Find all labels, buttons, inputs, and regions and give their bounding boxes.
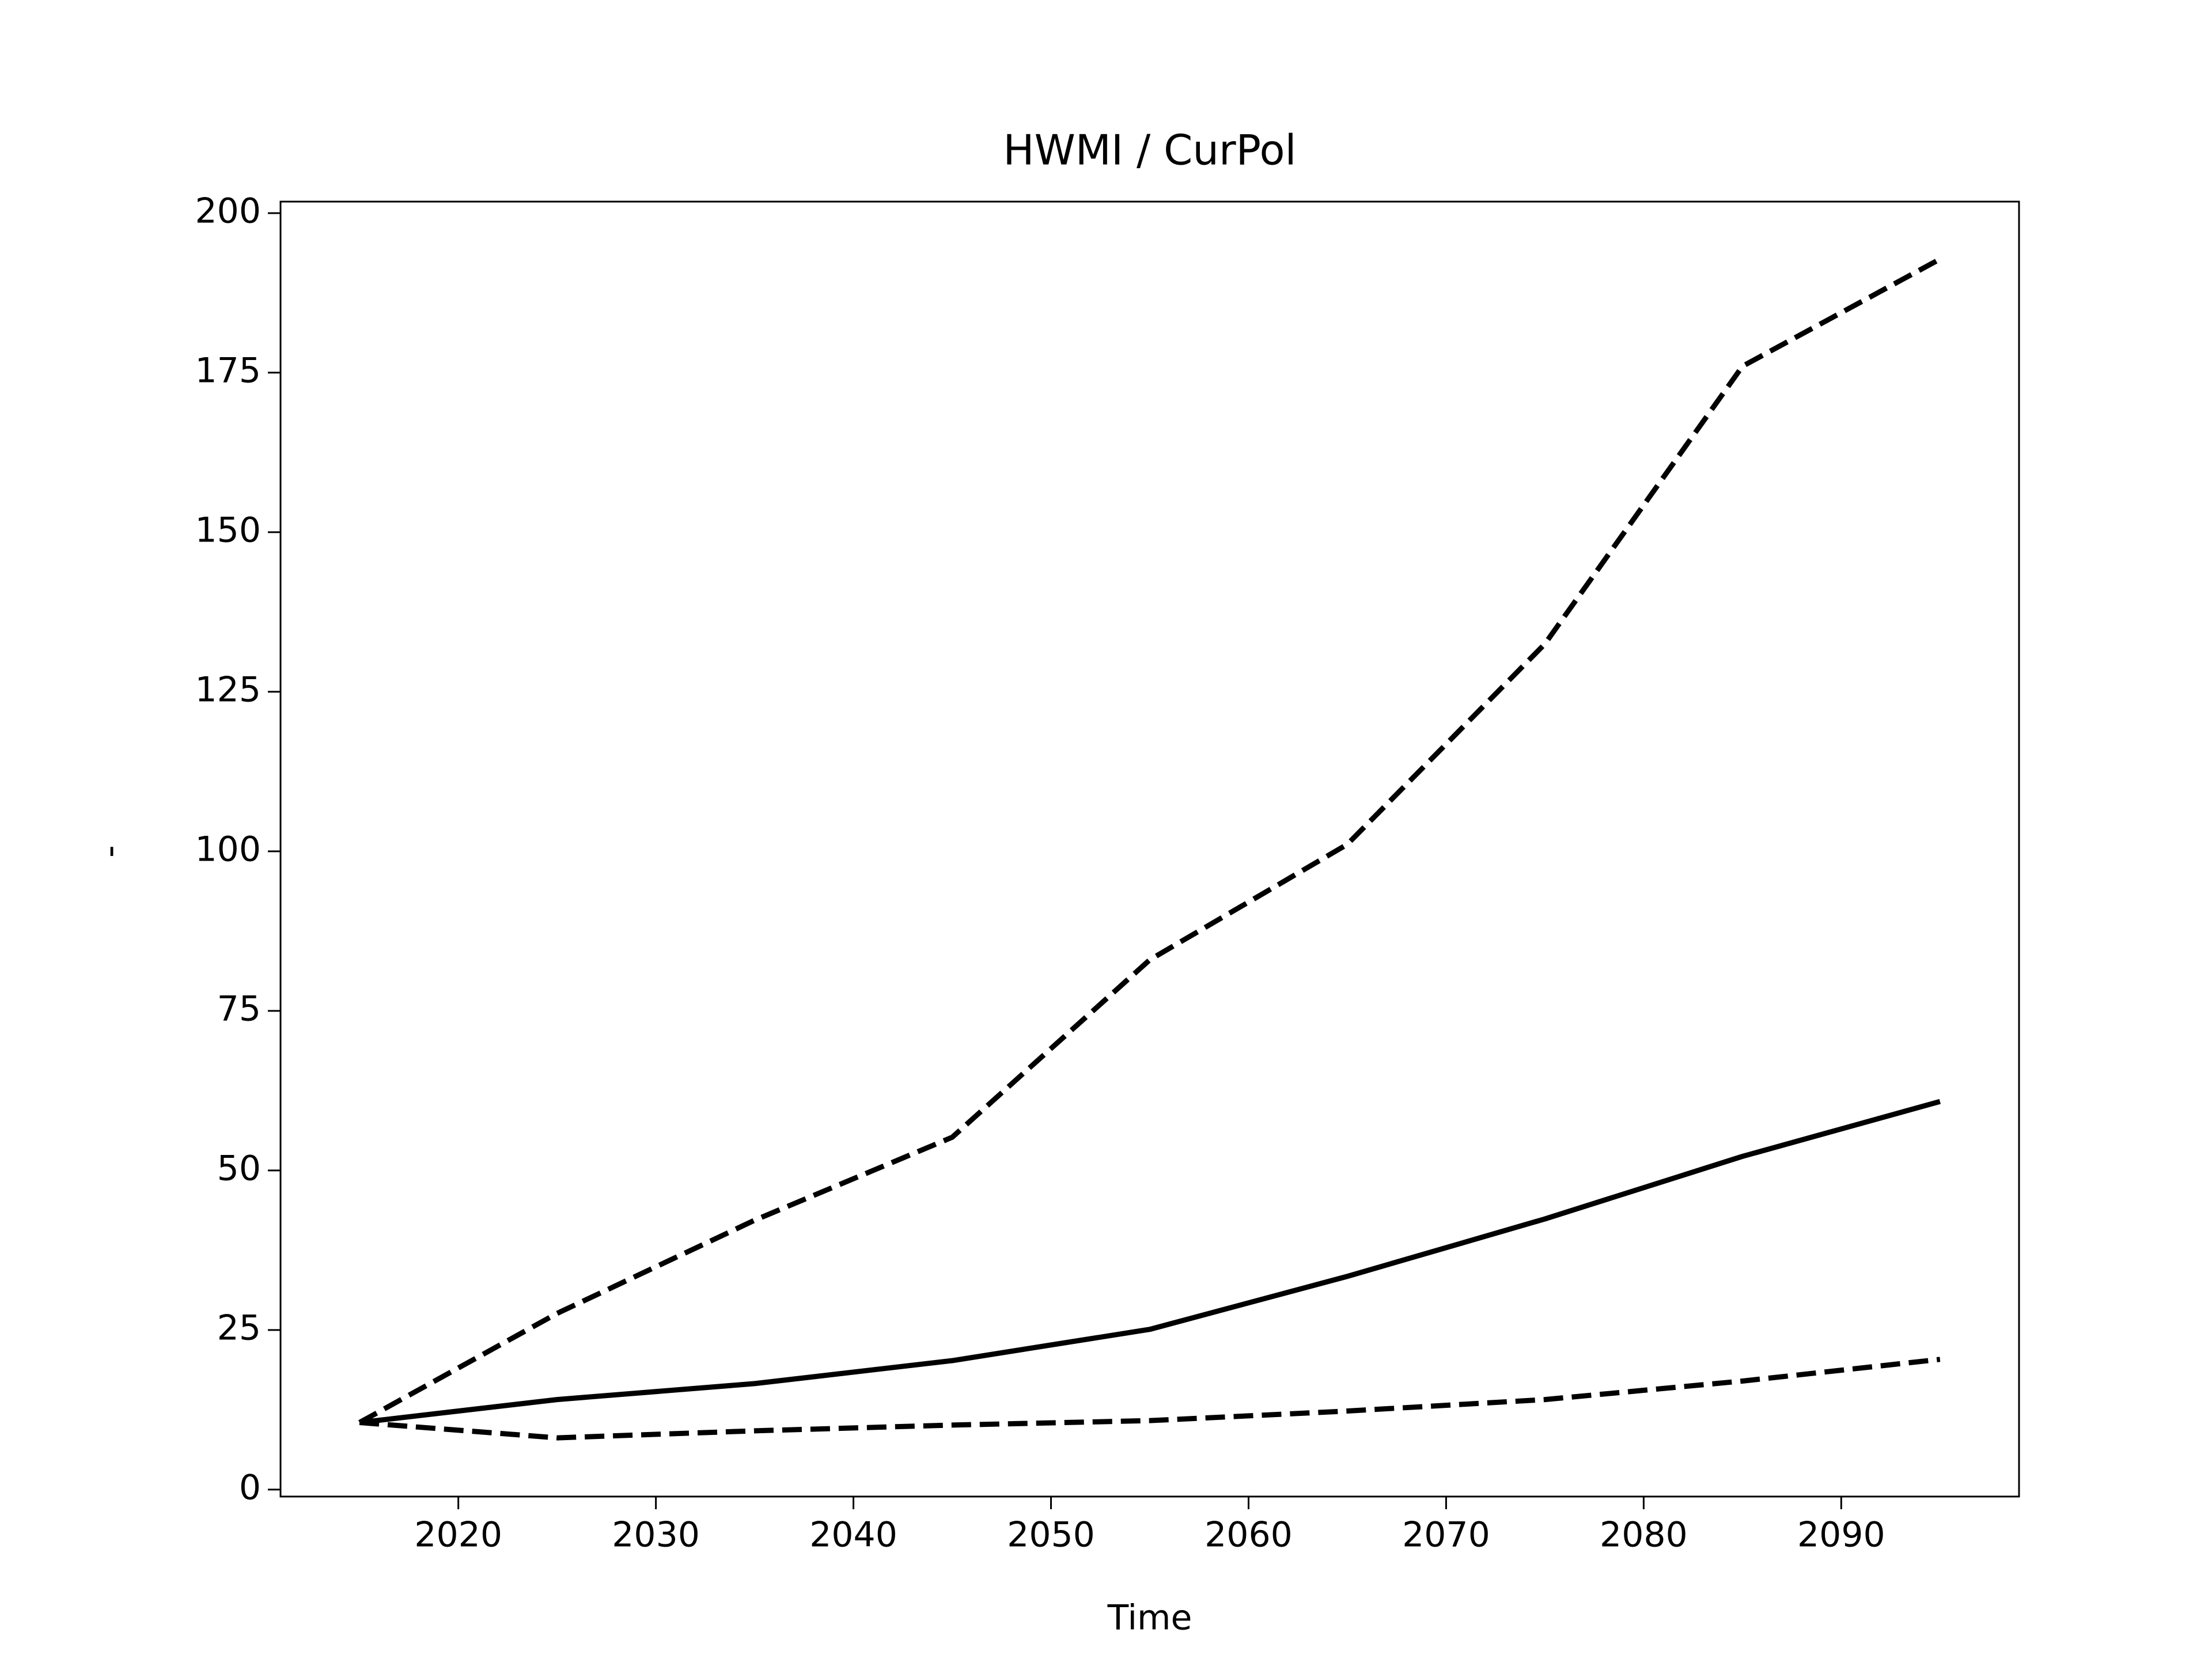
x-tick-label: 2050 — [1007, 1515, 1095, 1555]
y-tick-label: 125 — [195, 669, 261, 710]
y-tick-label: 175 — [195, 351, 261, 391]
x-tick-label: 2080 — [1600, 1515, 1688, 1555]
y-tick-label: 25 — [217, 1308, 261, 1348]
y-tick-label: 0 — [239, 1467, 261, 1508]
y-axis-label: - — [90, 845, 130, 858]
chart-title: HWMI / CurPol — [1003, 126, 1296, 175]
y-tick-label: 150 — [195, 510, 261, 551]
line-series — [359, 1357, 1941, 1441]
x-tick-label: 2030 — [612, 1515, 700, 1555]
x-tick-label: 2060 — [1205, 1515, 1293, 1555]
x-tick-label: 2070 — [1402, 1515, 1490, 1555]
y-tick-label: 200 — [195, 191, 261, 232]
x-tick-label: 2090 — [1797, 1515, 1885, 1555]
y-tick-label: 75 — [217, 988, 261, 1029]
y-tick-label: 100 — [195, 829, 261, 869]
plot-frame — [279, 200, 2020, 1498]
line-series — [358, 256, 1941, 1425]
x-tick-label: 2020 — [414, 1515, 502, 1555]
x-tick-label: 2040 — [809, 1515, 897, 1555]
line-series — [359, 1099, 1941, 1425]
x-axis-label: Time — [1107, 1598, 1192, 1638]
y-tick-label: 50 — [217, 1148, 261, 1188]
